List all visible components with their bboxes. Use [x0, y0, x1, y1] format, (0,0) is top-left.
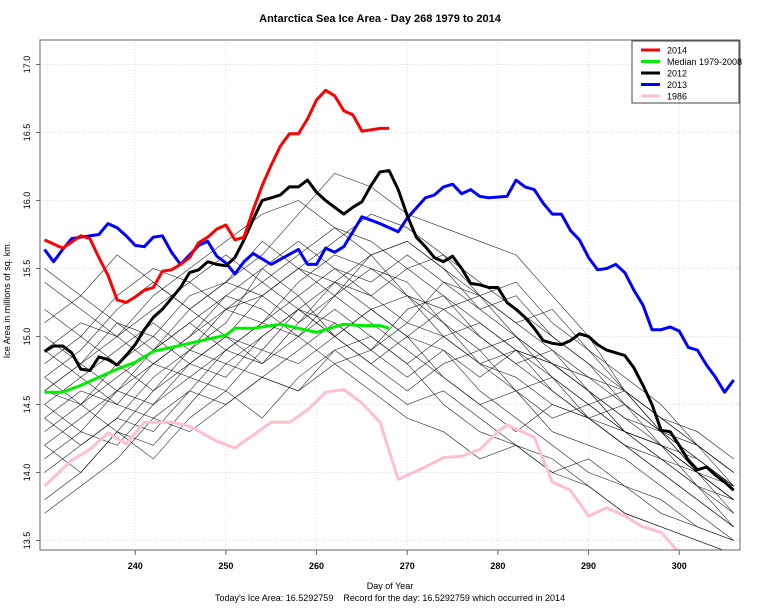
series-group — [43, 88, 735, 550]
other-year-line — [44, 240, 734, 473]
y-tick-label: 13.5 — [22, 532, 32, 550]
x-tick-label: 270 — [400, 561, 415, 571]
other-year-line — [44, 240, 734, 473]
legend-label: Median 1979-2008 — [667, 57, 742, 67]
other-year-line — [44, 295, 734, 473]
y-tick-label: 15.5 — [22, 260, 32, 278]
chart-title: Antarctica Sea Ice Area - Day 268 1979 t… — [259, 13, 502, 25]
other-year-line — [44, 254, 734, 487]
other-year-line — [44, 281, 734, 500]
legend-label: 2013 — [667, 80, 687, 90]
other-year-line — [44, 254, 734, 460]
series-line-median-1979-2008 — [44, 322, 390, 394]
series-line-2012 — [43, 169, 735, 492]
series-line-2013 — [43, 178, 735, 394]
y-tick-label: 15.0 — [22, 328, 32, 346]
plot-frame — [39, 39, 741, 551]
other-year-line — [44, 295, 734, 487]
y-tick-label: 17.0 — [22, 56, 32, 74]
other-year-line — [44, 363, 724, 550]
y-tick-label: 16.5 — [22, 124, 32, 142]
other-year-line — [44, 227, 734, 500]
y-axis: 13.5 14.0 14.5 15.0 15.5 16.0 16.5 17.0 — [22, 56, 40, 550]
plot-lines — [43, 88, 735, 550]
y-tick-label: 14.5 — [22, 396, 32, 414]
x-tick-label: 300 — [672, 561, 687, 571]
other-year-line — [44, 308, 734, 528]
legend-label: 2012 — [667, 69, 687, 79]
x-tick-label: 280 — [490, 561, 505, 571]
other-year-line — [44, 322, 734, 541]
x-axis: 240 250 260 270 280 290 300 — [128, 550, 687, 571]
y-tick-label: 14.0 — [22, 464, 32, 482]
other-year-line — [44, 308, 734, 541]
legend-label: 1986 — [667, 92, 687, 102]
other-year-line — [44, 172, 734, 500]
legend-label: 2014 — [667, 46, 687, 56]
series-line-2014 — [43, 88, 390, 304]
other-year-line — [44, 268, 734, 514]
x-tick-label: 260 — [309, 561, 324, 571]
footer-text: Today's Ice Area: 16.5292759 Record for … — [215, 593, 565, 603]
x-axis-label: Day of Year — [367, 581, 414, 591]
grid — [40, 40, 740, 550]
x-tick-label: 290 — [581, 561, 596, 571]
other-year-line — [44, 213, 734, 487]
y-axis-label: Ice Area in millions of sq. km. — [2, 242, 12, 359]
other-year-line — [44, 254, 734, 514]
other-year-line — [44, 336, 734, 541]
x-tick-label: 250 — [218, 561, 233, 571]
y-tick-label: 16.0 — [22, 192, 32, 210]
series-line-1986 — [43, 388, 679, 550]
x-tick-label: 240 — [128, 561, 143, 571]
